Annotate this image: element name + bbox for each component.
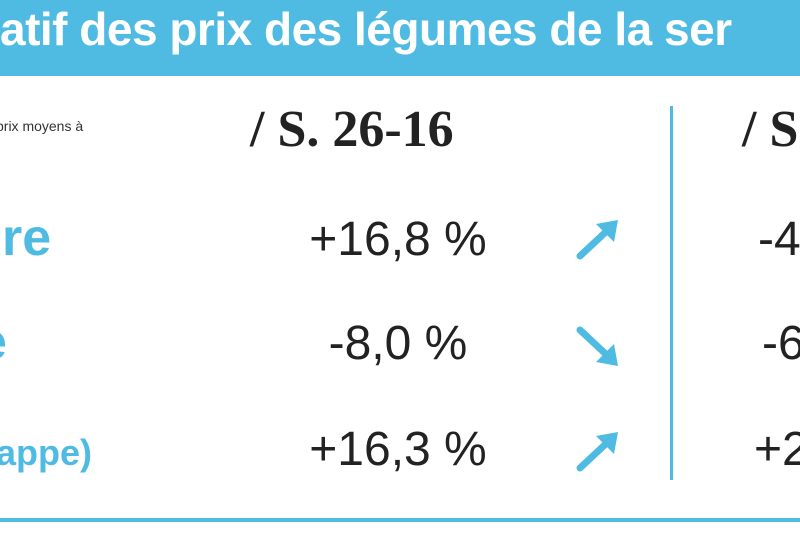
value: -6 [762,317,800,370]
row-label: re [2,209,52,267]
divider [670,106,673,480]
footer-line [0,518,800,522]
column-header: / S. 26-16 [250,101,454,158]
note: prix moyens à [0,118,84,134]
value: -4 [758,213,800,266]
value: +2 [754,423,800,476]
row-label: e [0,312,7,372]
row-label: appe) [0,432,93,473]
value: -8,0 % [328,317,468,370]
arrow-down [576,326,618,366]
banner [0,0,800,76]
value: +16,8 % [309,213,487,266]
title: atif des prix des légumes de la ser [0,3,732,55]
arrow-up [576,432,618,472]
arrow-up [576,220,618,260]
value: +16,3 % [309,423,487,476]
column-header: / S [742,101,799,158]
